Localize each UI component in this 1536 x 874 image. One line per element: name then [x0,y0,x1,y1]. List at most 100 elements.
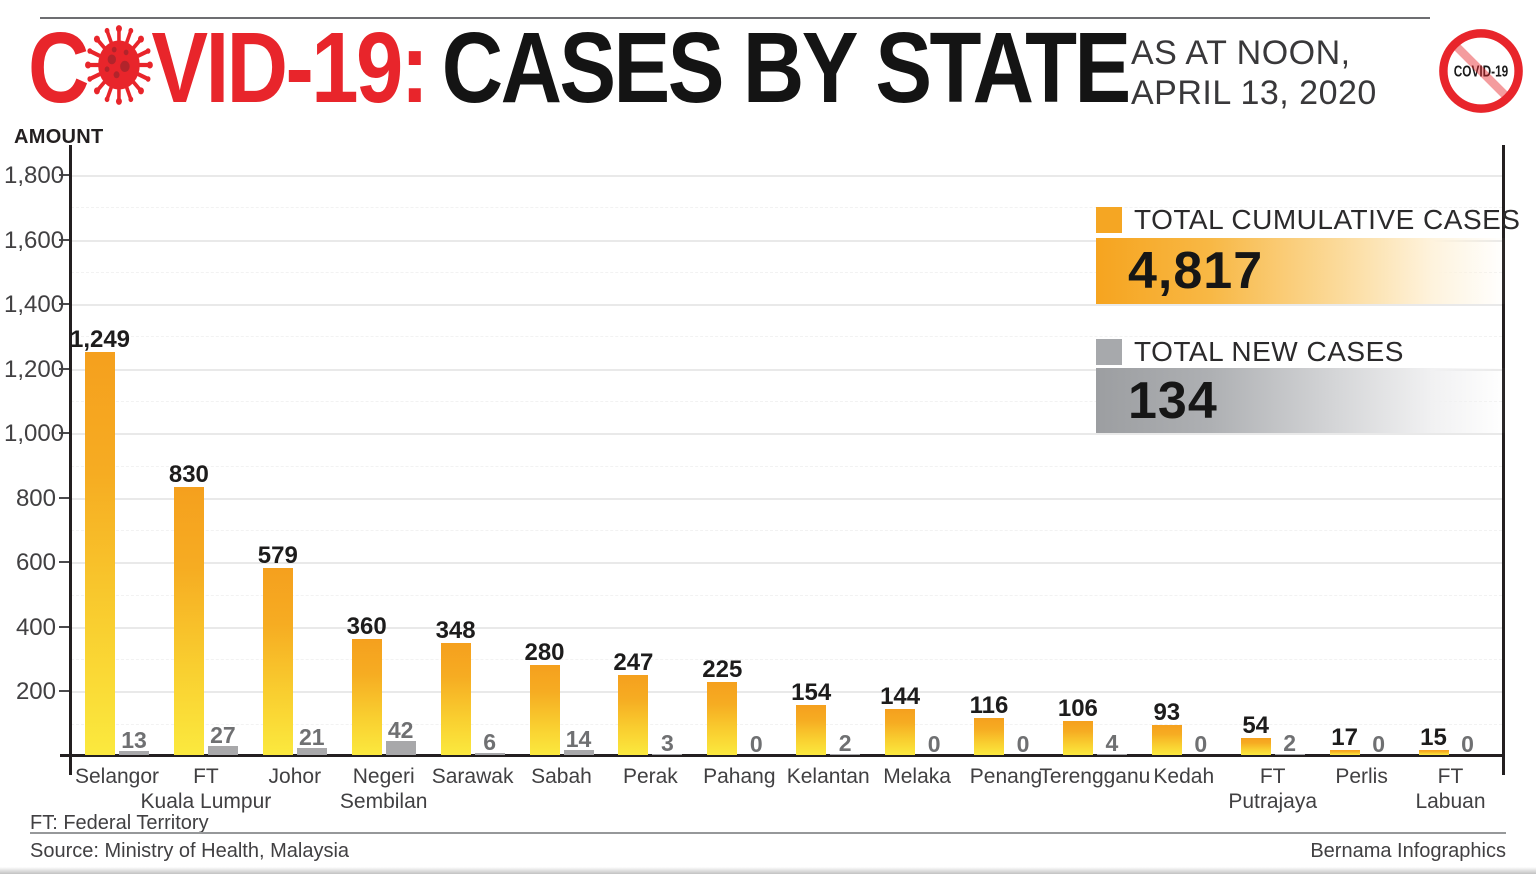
gridline-minor [71,207,1502,209]
value-cumulative-johor: 579 [257,542,298,569]
y-tick-label: 1,600 [4,226,65,254]
bar-cumulative-perak [618,675,649,755]
state-label-line: Sarawak [431,765,514,788]
bar-cumulative-selangor [85,352,115,755]
title-red-part: C [28,12,429,124]
y-axis-tick [59,303,70,306]
gridline-major [71,691,1502,694]
y-axis-tick [59,625,70,628]
bar-cumulative-negeri-sembilan [351,639,382,755]
bar-new-selangor [119,751,149,755]
date-line-1: AS AT NOON, [1131,34,1351,72]
page-title: C [28,12,1131,124]
value-new-ft-labuan: 0 [1461,731,1474,757]
x-axis-line [60,754,1504,757]
state-label-line: Melaka [883,765,951,788]
bar-cumulative-perlis [1329,750,1360,755]
bar-cumulative-pahang [707,682,738,755]
value-cumulative-perlis: 17 [1331,724,1358,751]
value-new-sarawak: 6 [483,729,496,755]
value-cumulative-ft-labuan: 15 [1420,724,1447,751]
state-label-line: Putrajaya [1228,790,1318,813]
state-label-perak: Perak [575,764,725,789]
state-label-line: Selangor [74,765,160,788]
credit-text: Bernama Infographics [1310,840,1506,862]
value-new-kedah: 0 [1194,731,1208,757]
gridline-minor [71,400,1502,402]
gridline-major [71,562,1502,565]
bar-cumulative-terengganu [1062,721,1093,755]
y-tick-label: 600 [15,549,56,577]
source-text: Source: Ministry of Health, Malaysia [30,840,350,862]
value-new-negeri-sembilan: 42 [387,717,414,743]
bar-cumulative-kelantan [796,705,827,755]
legend-new-total-bar: 134 [1096,368,1506,433]
bar-new-negeri-sembilan [385,741,416,755]
state-label-melaka: Melaka [842,764,992,789]
value-new-ft-putrajaya: 2 [1283,730,1297,756]
y-axis-tick [59,496,70,499]
virus-icon [85,25,154,105]
bar-cumulative-melaka [885,709,916,755]
bar-new-sabah [563,750,594,755]
legend-cumulative-label: TOTAL CUMULATIVE CASES [1134,204,1521,235]
value-cumulative-sabah: 280 [524,639,565,666]
gridline-minor [71,530,1502,532]
bar-new-ft-kuala-lumpur [207,746,238,755]
value-new-penang: 0 [1016,731,1030,757]
value-new-melaka: 0 [927,731,941,757]
bar-cumulative-kedah [1151,725,1182,755]
state-label-terengganu: Terengganu [1020,764,1170,789]
legend-cumulative-total-bar: 4,817 [1096,238,1506,304]
gridline-minor [71,336,1502,338]
top-divider [40,17,1430,19]
state-label-ft-kuala-lumpur: FT Kuala Lumpur [131,764,281,814]
new-total-value: 134 [1128,371,1218,430]
state-label-line: FT [1437,765,1464,788]
value-cumulative-pahang: 225 [702,656,743,683]
gridline-minor [71,271,1502,273]
y-tick-label: 1,200 [4,355,65,383]
legend-new: TOTAL NEW CASES [1096,336,1404,368]
y-tick-label: 800 [15,484,56,512]
gridline-major [71,175,1502,177]
value-cumulative-selangor: 1,249 [69,326,131,353]
y-tick-label: 400 [15,613,56,641]
state-label-sabah: Sabah [487,764,637,789]
state-label-line: FT [1259,765,1286,788]
value-cumulative-terengganu: 106 [1057,695,1098,722]
state-label-penang: Penang [931,764,1081,789]
y-tick-label: 1,000 [4,420,65,448]
value-cumulative-perak: 247 [613,649,654,676]
bar-cumulative-ft-kuala-lumpur [173,487,204,755]
value-new-terengganu: 4 [1105,730,1119,756]
state-label-line: Pahang [703,765,776,788]
value-cumulative-melaka: 144 [880,683,921,710]
y-tick-label: 200 [15,678,56,706]
value-new-sabah: 14 [565,726,592,752]
value-cumulative-ft-putrajaya: 54 [1242,712,1270,739]
bar-cumulative-sabah [529,665,560,755]
legend-cumulative-swatch [1096,207,1122,233]
state-label-line: Perak [622,765,678,788]
y-axis-tick [59,174,70,176]
title-letter-c: C [28,12,89,124]
bar-cumulative-sarawak [440,643,471,755]
state-label-kelantan: Kelantan [753,764,903,789]
gridline-minor [71,594,1502,596]
gridline-minor [71,465,1502,467]
value-cumulative-ft-kuala-lumpur: 830 [168,461,209,488]
legend-new-label: TOTAL NEW CASES [1134,336,1404,367]
bar-new-kelantan [830,754,861,755]
state-label-selangor: Selangor [42,764,192,789]
gridline-major [71,433,1502,436]
state-label-kedah: Kedah [1109,764,1259,789]
date-text: AS AT NOON, APRIL 13, 2020 [1131,33,1377,113]
bar-new-perak [652,754,683,755]
y-axis-tick [59,561,70,564]
bar-new-ft-putrajaya [1274,754,1305,755]
footnote: FT: Federal Territory [30,812,209,834]
gridline-major [71,626,1502,629]
gridline-minor [71,723,1502,725]
state-label-line: FT [193,765,219,788]
